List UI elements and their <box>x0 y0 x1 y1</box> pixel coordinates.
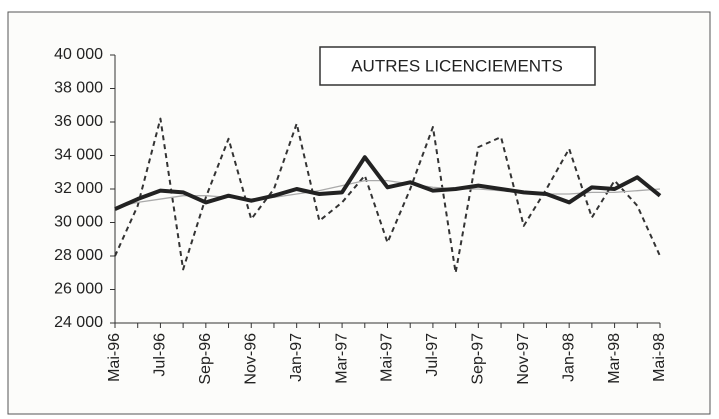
y-tick-label: 34 000 <box>54 147 103 164</box>
x-tick-label: Sep-96 <box>197 333 214 385</box>
y-tick-label: 36 000 <box>54 113 103 130</box>
y-tick-label: 32 000 <box>54 180 103 197</box>
x-tick-label: Mai-97 <box>379 333 396 382</box>
y-tick-label: 30 000 <box>54 214 103 231</box>
x-tick-label: Jul-96 <box>152 333 169 377</box>
x-tick-label: Jul-97 <box>424 333 441 377</box>
y-tick-label: 24 000 <box>54 314 103 331</box>
x-tick-label: Mai-96 <box>106 333 123 382</box>
x-tick-label: Mai-98 <box>651 333 668 382</box>
x-tick-label: Jan-97 <box>288 333 305 382</box>
series-line <box>114 179 661 209</box>
x-tick-label: Mar-97 <box>333 333 350 384</box>
x-tick-label: Nov-97 <box>515 333 532 385</box>
y-tick-label: 40 000 <box>54 46 103 63</box>
series-line <box>114 155 662 211</box>
y-tick-label: 28 000 <box>54 247 103 264</box>
title-box <box>319 46 596 86</box>
x-tick-label: Nov-96 <box>242 333 259 385</box>
x-tick-label: Sep-97 <box>470 333 487 385</box>
chart-title: AUTRES LICENCIEMENTS <box>351 56 563 75</box>
x-tick-label: Jan-98 <box>560 333 577 382</box>
y-tick-label: 38 000 <box>54 80 103 97</box>
series-line <box>114 117 661 274</box>
x-tick-label: Mar-98 <box>606 333 623 384</box>
y-tick-label: 26 000 <box>54 281 103 298</box>
